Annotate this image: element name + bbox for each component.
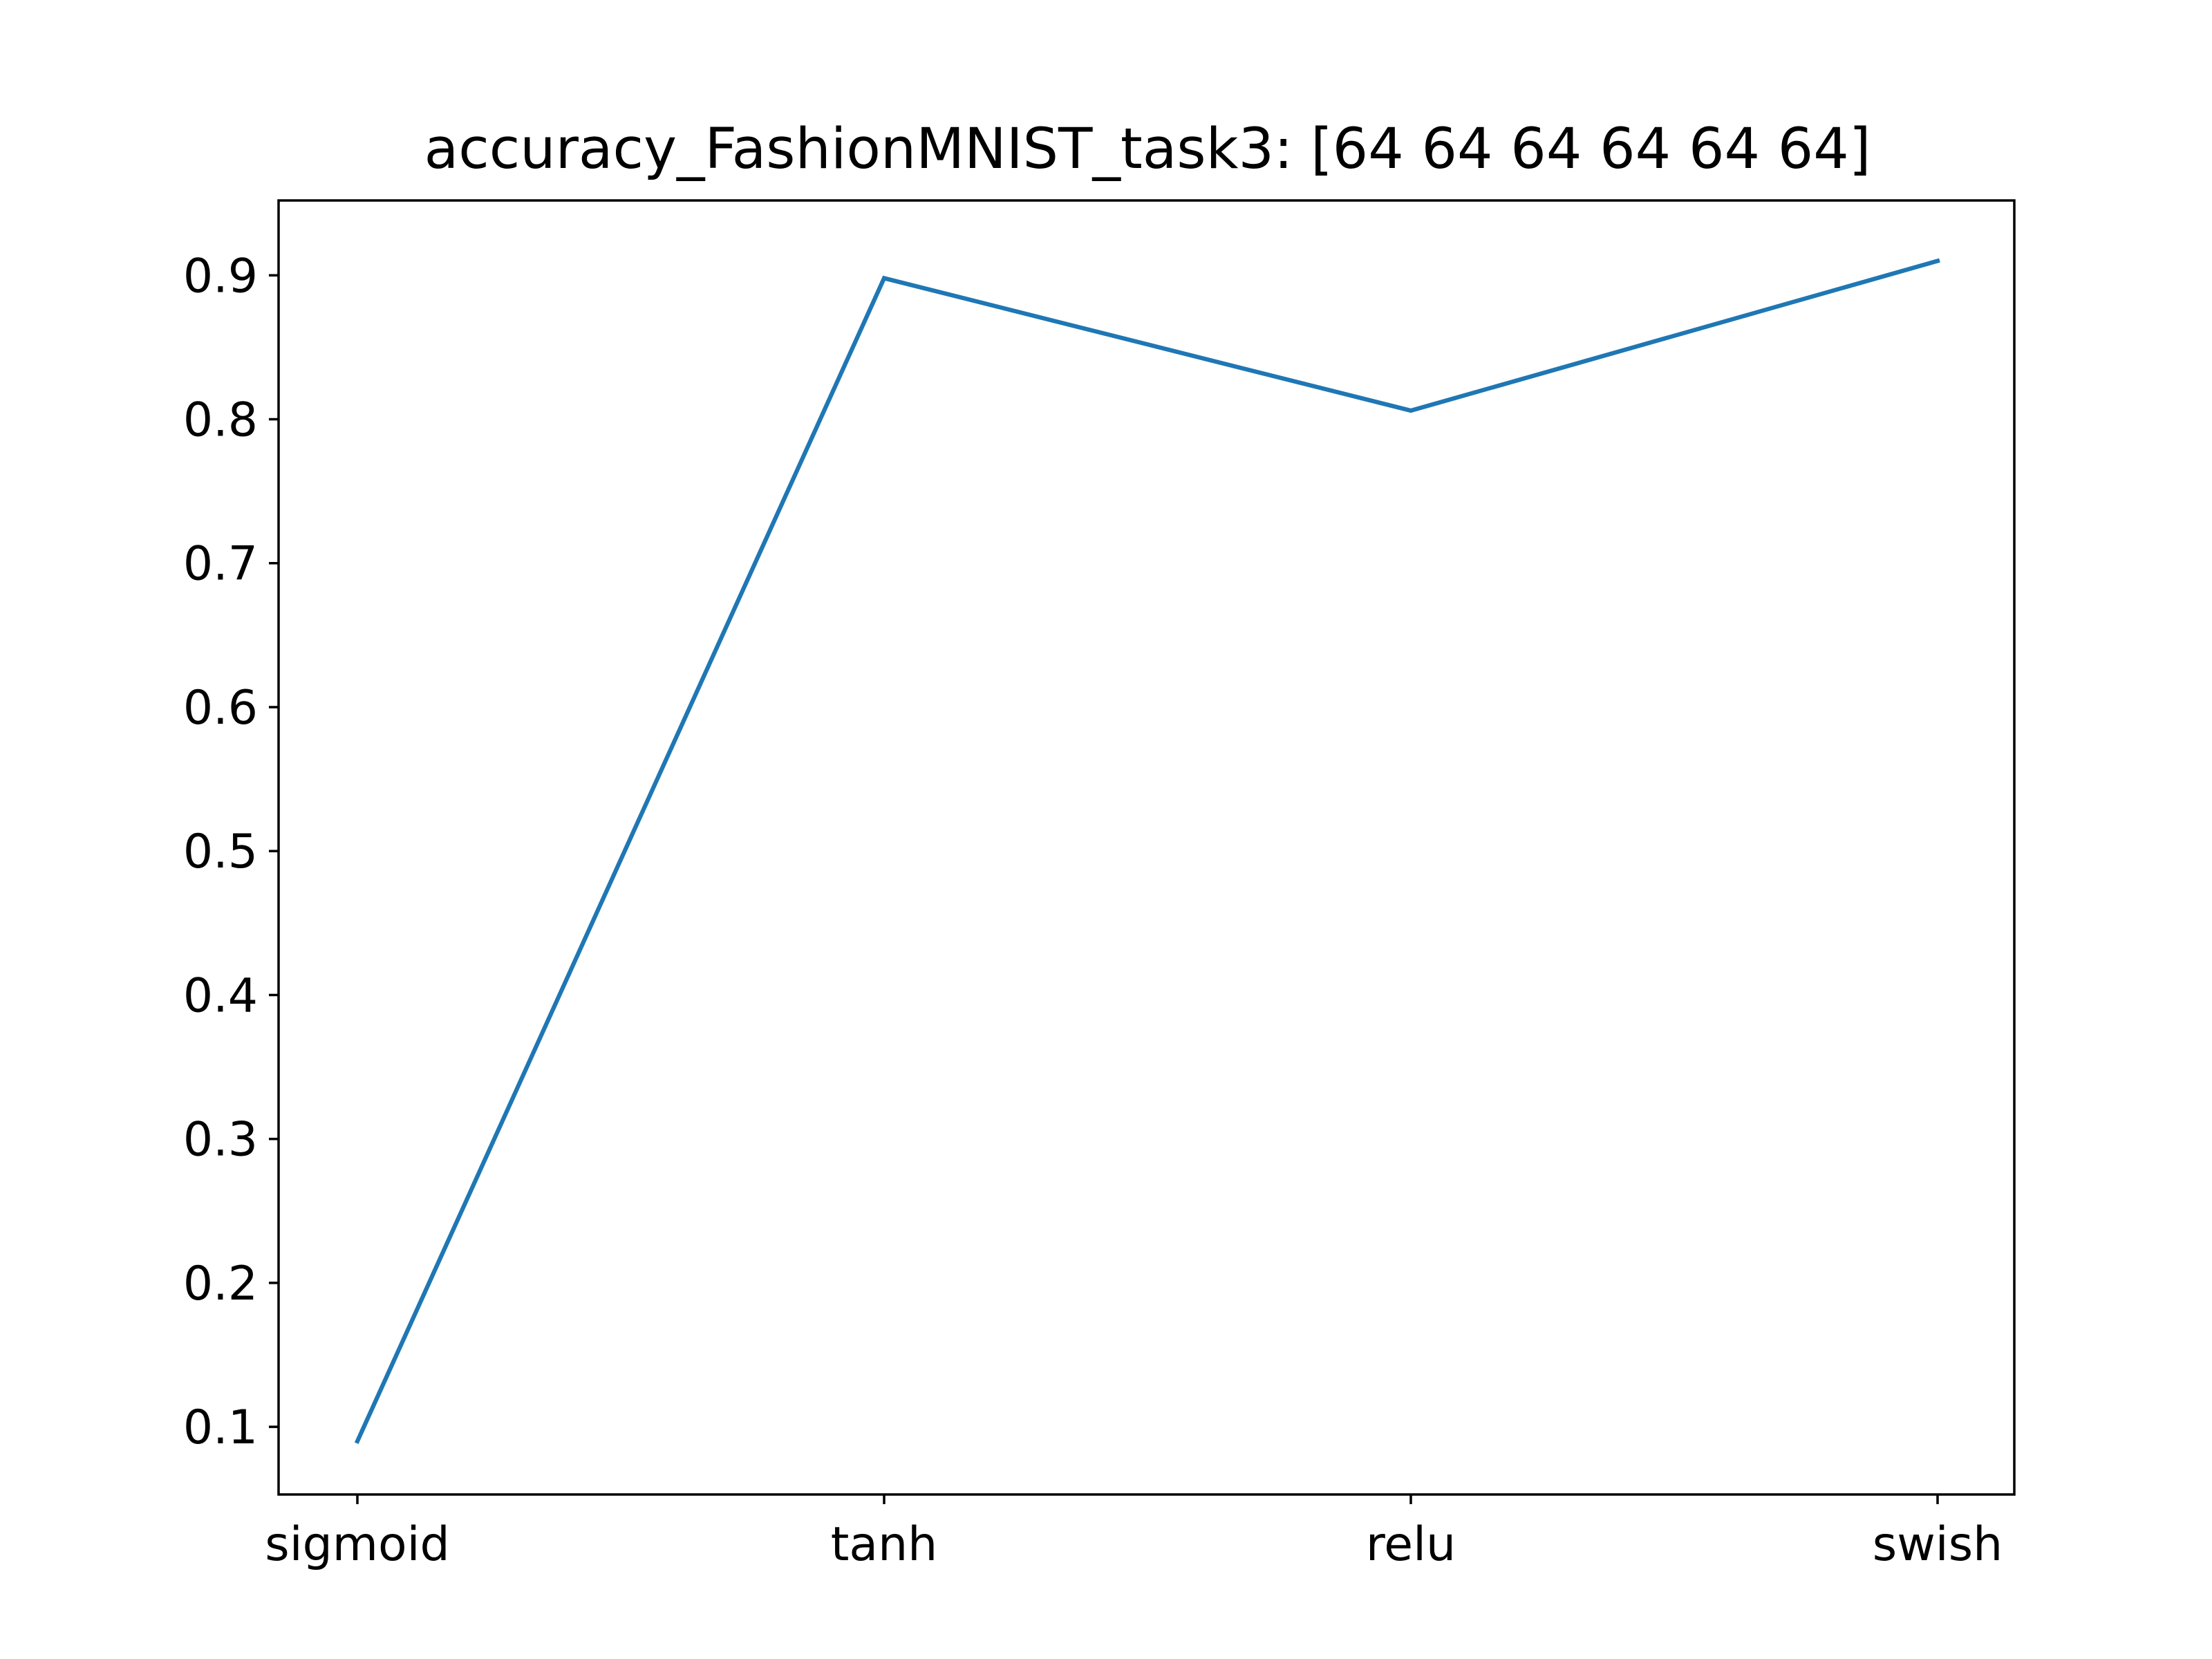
y-tick-label: 0.3: [183, 1113, 258, 1168]
series-line: [354, 258, 1940, 1445]
y-axis: 0.1 0.2 0.3 0.4 0.5 0.6 0.7 0.8 0.9: [183, 249, 279, 1455]
y-tick-label: 0.6: [183, 681, 258, 735]
series-layer: [354, 258, 1940, 1445]
y-tick-label: 0.1: [183, 1400, 258, 1455]
plot-frame: [277, 199, 2016, 1496]
chart-title: accuracy_FashionMNIST_task3: [64 64 64 6…: [424, 117, 1871, 182]
y-tick-label: 0.4: [183, 968, 258, 1023]
y-tick-label: 0.2: [183, 1257, 258, 1311]
x-tick-label: swish: [1873, 1517, 2003, 1572]
y-tick-label: 0.8: [183, 393, 258, 448]
y-tick-label: 0.9: [183, 249, 258, 303]
x-tick-label: tanh: [831, 1517, 938, 1572]
x-tick-label: sigmoid: [265, 1517, 449, 1572]
x-tick-label: relu: [1366, 1517, 1456, 1572]
y-tick-label: 0.5: [183, 825, 258, 879]
y-tick-label: 0.7: [183, 537, 258, 592]
x-axis: sigmoid tanh relu swish: [265, 1494, 2003, 1572]
